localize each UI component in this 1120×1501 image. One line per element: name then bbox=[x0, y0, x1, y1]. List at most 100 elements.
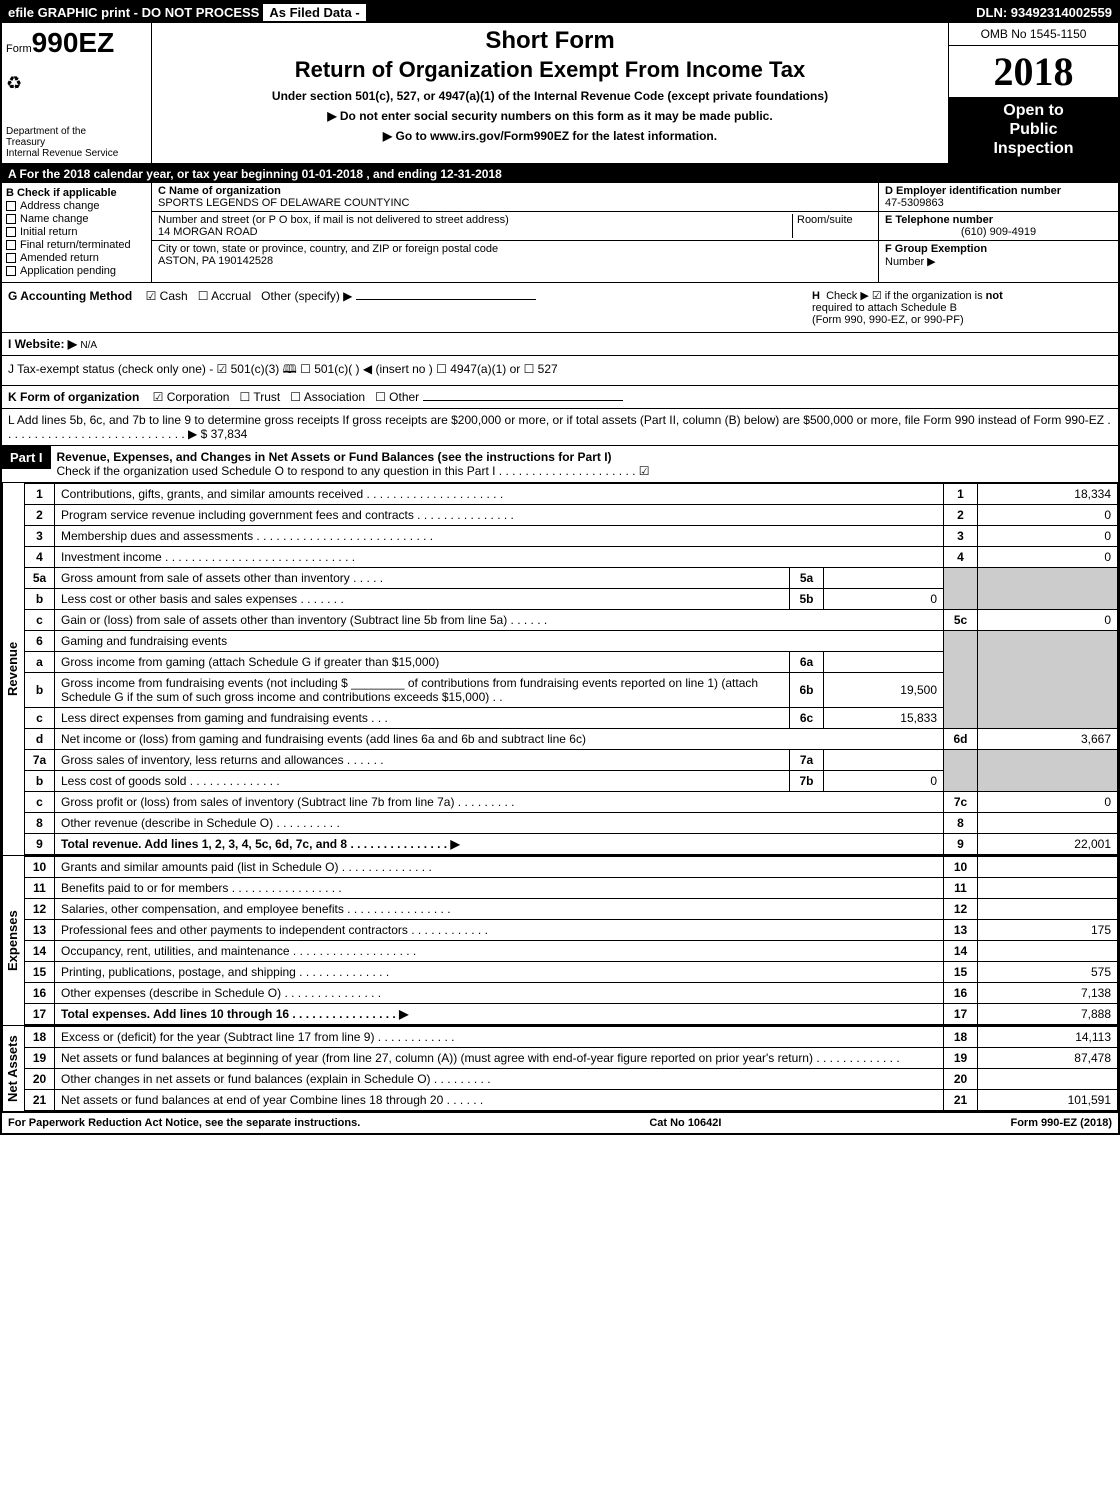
part1-header: Part I Revenue, Expenses, and Changes in… bbox=[2, 446, 1118, 483]
l5ab-greyval bbox=[978, 567, 1118, 609]
checkbox-pending[interactable] bbox=[6, 266, 16, 276]
l21-val: 101,591 bbox=[978, 1089, 1118, 1110]
dln: DLN: 93492314002559 bbox=[976, 5, 1112, 20]
l19-num: 19 bbox=[25, 1047, 55, 1068]
l16-ln: 16 bbox=[944, 982, 978, 1003]
k-trust: ☐ Trust bbox=[239, 390, 280, 404]
l20-val bbox=[978, 1068, 1118, 1089]
expenses-side-label: Expenses bbox=[2, 856, 24, 1025]
l6-num: 6 bbox=[25, 630, 55, 651]
l10-ln: 10 bbox=[944, 856, 978, 877]
l5c-val: 0 bbox=[978, 609, 1118, 630]
l2-val: 0 bbox=[978, 504, 1118, 525]
l7c-num: c bbox=[25, 791, 55, 812]
label-pending: Application pending bbox=[20, 265, 116, 277]
l15-ln: 15 bbox=[944, 961, 978, 982]
l5c-desc: Gain or (loss) from sale of assets other… bbox=[55, 609, 944, 630]
d-label: D Employer identification number bbox=[885, 185, 1061, 197]
label-name-change: Name change bbox=[20, 213, 89, 225]
short-form-title: Short Form bbox=[160, 27, 940, 55]
l6c-desc: Less direct expenses from gaming and fun… bbox=[55, 707, 790, 728]
org-city: ASTON, PA 190142528 bbox=[158, 255, 273, 267]
l5b-num: b bbox=[25, 588, 55, 609]
row-gh: G Accounting Method ☑ Cash ☐ Accrual Oth… bbox=[2, 283, 1118, 333]
l7c-val: 0 bbox=[978, 791, 1118, 812]
l7c-ln: 7c bbox=[944, 791, 978, 812]
l6a-sub: 6a bbox=[790, 651, 824, 672]
f-label2: Number ▶ bbox=[885, 256, 936, 268]
l15-val: 575 bbox=[978, 961, 1118, 982]
l4-desc: Investment income . . . . . . . . . . . … bbox=[55, 546, 944, 567]
l-val: $ 37,834 bbox=[201, 427, 248, 441]
l6d-desc: Net income or (loss) from gaming and fun… bbox=[55, 728, 944, 749]
checkbox-amended[interactable] bbox=[6, 253, 16, 263]
netassets-table: 18Excess or (deficit) for the year (Subt… bbox=[24, 1026, 1118, 1111]
l5b-subval: 0 bbox=[824, 588, 944, 609]
l8-ln: 8 bbox=[944, 812, 978, 833]
l4-val: 0 bbox=[978, 546, 1118, 567]
goto-text[interactable]: ▶ Go to www.irs.gov/Form990EZ for the la… bbox=[383, 129, 717, 143]
label-final-return: Final return/terminated bbox=[20, 239, 131, 251]
l10-desc: Grants and similar amounts paid (list in… bbox=[55, 856, 944, 877]
form-prefix: Form bbox=[6, 43, 32, 55]
l7b-desc: Less cost of goods sold . . . . . . . . … bbox=[55, 770, 790, 791]
l7a-subval bbox=[824, 749, 944, 770]
checkbox-address-change[interactable] bbox=[6, 201, 16, 211]
l19-desc: Net assets or fund balances at beginning… bbox=[55, 1047, 944, 1068]
l5b-desc: Less cost or other basis and sales expen… bbox=[55, 588, 790, 609]
l19-val: 87,478 bbox=[978, 1047, 1118, 1068]
info-block: B Check if applicable Address change Nam… bbox=[2, 183, 1118, 283]
netassets-section: Net Assets 18Excess or (deficit) for the… bbox=[2, 1026, 1118, 1113]
checkbox-initial-return[interactable] bbox=[6, 227, 16, 237]
l6b-subval: 19,500 bbox=[824, 672, 944, 707]
checkbox-final-return[interactable] bbox=[6, 240, 16, 250]
revenue-section: Revenue 1Contributions, gifts, grants, a… bbox=[2, 483, 1118, 856]
row-l: L Add lines 5b, 6c, and 7b to line 9 to … bbox=[2, 409, 1118, 446]
revenue-side-label: Revenue bbox=[2, 483, 24, 855]
l3-ln: 3 bbox=[944, 525, 978, 546]
l6a-num: a bbox=[25, 651, 55, 672]
section-b-title: B Check if applicable bbox=[6, 187, 147, 199]
part1-check: Check if the organization used Schedule … bbox=[57, 464, 650, 478]
l10-val bbox=[978, 856, 1118, 877]
checkbox-name-change[interactable] bbox=[6, 214, 16, 224]
no-ssn-notice: ▶ Do not enter social security numbers o… bbox=[160, 109, 940, 123]
l6b-num: b bbox=[25, 672, 55, 707]
l1-ln: 1 bbox=[944, 483, 978, 504]
l5b-sub: 5b bbox=[790, 588, 824, 609]
l7ab-greyval bbox=[978, 749, 1118, 791]
label-address-change: Address change bbox=[20, 200, 100, 212]
row-a-period: A For the 2018 calendar year, or tax yea… bbox=[2, 165, 1118, 183]
l6a-desc: Gross income from gaming (attach Schedul… bbox=[55, 651, 790, 672]
k-other-line[interactable] bbox=[423, 400, 623, 401]
l11-num: 11 bbox=[25, 877, 55, 898]
l3-desc: Membership dues and assessments . . . . … bbox=[55, 525, 944, 546]
h-not: not bbox=[986, 290, 1003, 302]
c-room-label: Room/suite bbox=[792, 214, 872, 238]
l18-val: 14,113 bbox=[978, 1026, 1118, 1047]
l17-val: 7,888 bbox=[978, 1003, 1118, 1024]
l7a-desc: Gross sales of inventory, less returns a… bbox=[55, 749, 790, 770]
h-text3: (Form 990, 990-EZ, or 990-PF) bbox=[812, 314, 964, 326]
l2-ln: 2 bbox=[944, 504, 978, 525]
l5c-num: c bbox=[25, 609, 55, 630]
row-j: J Tax-exempt status (check only one) - ☑… bbox=[2, 356, 1118, 386]
l6b-desc: Gross income from fundraising events (no… bbox=[55, 672, 790, 707]
g-other-line[interactable] bbox=[356, 299, 536, 300]
l2-desc: Program service revenue including govern… bbox=[55, 504, 944, 525]
org-street: 14 MORGAN ROAD bbox=[158, 226, 258, 238]
i-label: I Website: ▶ bbox=[8, 337, 77, 351]
header-left: Form990EZ ♻ Department of the Treasury I… bbox=[2, 23, 152, 163]
l14-num: 14 bbox=[25, 940, 55, 961]
footer-center: Cat No 10642I bbox=[649, 1117, 721, 1129]
l3-val: 0 bbox=[978, 525, 1118, 546]
l9-val: 22,001 bbox=[978, 833, 1118, 854]
dept-line1: Department of the bbox=[6, 126, 147, 137]
f-label: F Group Exemption bbox=[885, 243, 987, 255]
h-label: H bbox=[812, 290, 820, 302]
l7a-sub: 7a bbox=[790, 749, 824, 770]
l6b-sub: 6b bbox=[790, 672, 824, 707]
l6c-subval: 15,833 bbox=[824, 707, 944, 728]
org-name: SPORTS LEGENDS OF DELAWARE COUNTYINC bbox=[158, 197, 409, 209]
part1-title: Revenue, Expenses, and Changes in Net As… bbox=[57, 450, 612, 464]
